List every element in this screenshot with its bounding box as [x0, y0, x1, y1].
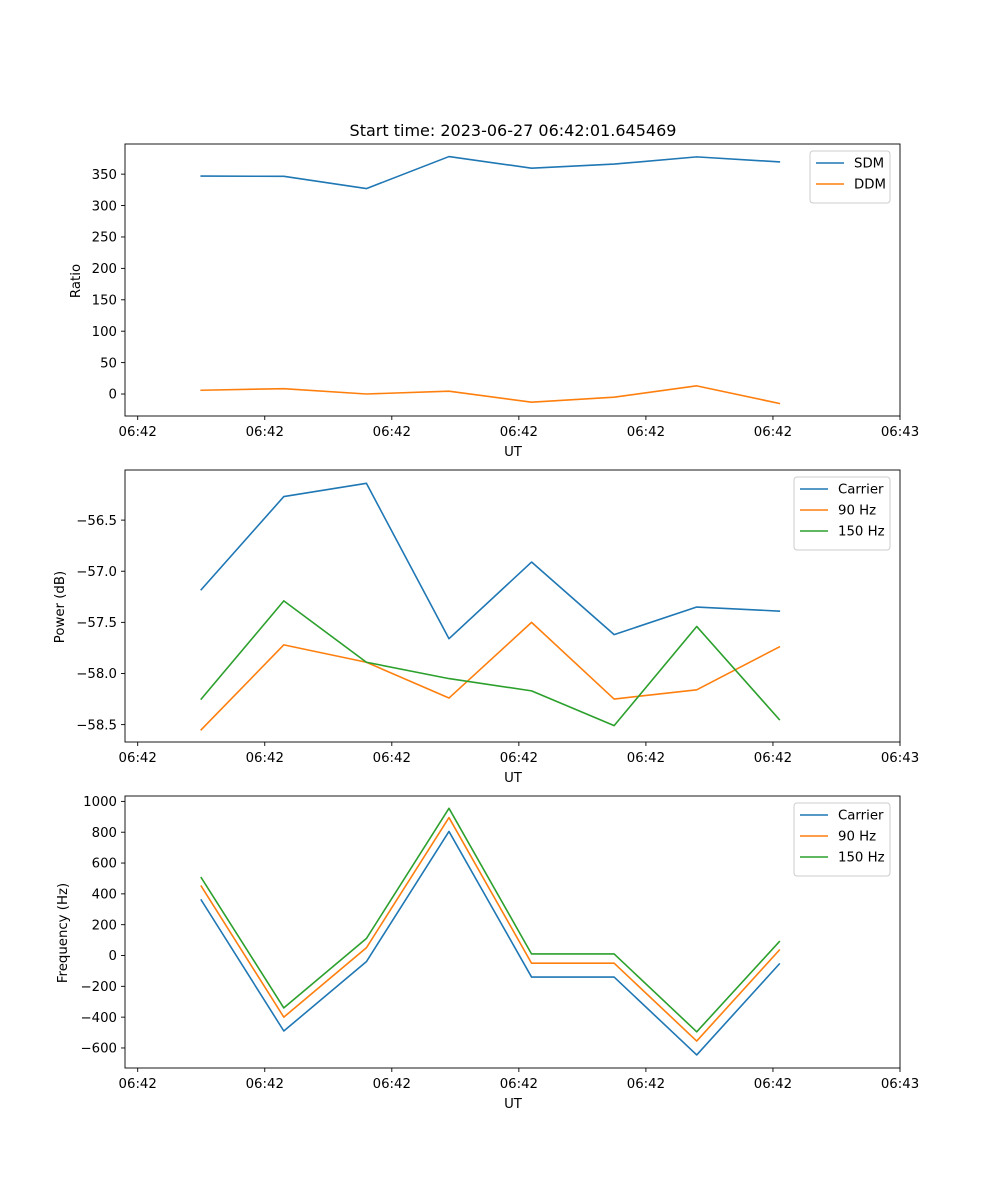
y-tick-label: −58.0 [76, 667, 117, 682]
x-tick-label: 06:42 [119, 751, 157, 766]
series-line-150-hz [200, 600, 781, 727]
legend-entry: DDM [854, 178, 886, 193]
y-tick-label: 200 [92, 262, 117, 277]
x-tick-label: 06:42 [246, 425, 284, 440]
series-line-90-hz [200, 621, 781, 731]
power-panel: 06:42 06:42 06:42 06:42 06:42 06:42 06:43 −58.5… [53, 469, 919, 786]
axes-frame [124, 795, 901, 1069]
x-tick-label: 06:42 [500, 425, 538, 440]
y-tick-label: −200 [80, 980, 117, 995]
y-axis-label: Frequency (Hz) [56, 883, 71, 983]
y-tick-label: 350 [92, 168, 117, 183]
axes-frame [124, 469, 901, 743]
y-tick-label: −57.0 [76, 565, 117, 580]
y-tick-label: 200 [92, 918, 117, 933]
x-tick-label: 06:43 [881, 425, 919, 440]
legend-entry: Carrier [838, 483, 884, 498]
x-tick-label: 06:43 [881, 1077, 919, 1092]
y-tick-label: 800 [92, 826, 117, 841]
frequency-panel: 06:42 06:42 06:42 06:42 06:42 06:42 06:43 −600 −… [56, 795, 919, 1112]
y-tick-label: 50 [100, 356, 117, 371]
legend-box [809, 150, 891, 204]
power-plot-area: 06:42 06:42 06:42 06:42 06:42 06:42 06:43 −58.5… [76, 469, 919, 766]
x-tick-label: 06:42 [500, 1077, 538, 1092]
y-tick-label: 600 [92, 857, 117, 872]
y-tick-label: 0 [109, 388, 117, 403]
series-line-ddm [200, 385, 781, 405]
x-tick-label: 06:42 [246, 751, 284, 766]
series-line-carrier [200, 830, 781, 1056]
x-axis-label: UT [504, 445, 523, 460]
legend-entry: 90 Hz [838, 830, 876, 845]
x-tick-label: 06:42 [627, 1077, 665, 1092]
y-tick-label: 400 [92, 888, 117, 903]
y-tick-label: 300 [92, 199, 117, 214]
legend-entry: 150 Hz [838, 525, 885, 540]
series-line-90-hz [200, 816, 781, 1042]
ratio-panel: Start time: 2023-06-27 06:42:01.645469 0… [69, 121, 919, 460]
x-tick-label: 06:42 [373, 751, 411, 766]
y-axis-label: Ratio [69, 264, 84, 298]
x-tick-label: 06:42 [754, 751, 792, 766]
x-tick-label: 06:42 [754, 1077, 792, 1092]
y-tick-label: −400 [80, 1011, 117, 1026]
y-tick-label: 1000 [83, 795, 117, 810]
y-tick-label: −58.5 [76, 718, 117, 733]
x-tick-label: 06:42 [500, 751, 538, 766]
y-tick-label: −600 [80, 1042, 117, 1057]
x-tick-label: 06:42 [119, 1077, 157, 1092]
legend-entry: 150 Hz [838, 851, 885, 866]
y-axis-label: Power (dB) [53, 571, 68, 643]
x-axis-label: UT [504, 771, 523, 786]
x-tick-label: 06:42 [119, 425, 157, 440]
legend: SDM DDM [809, 150, 891, 204]
x-tick-label: 06:43 [881, 751, 919, 766]
x-tick-label: 06:42 [627, 751, 665, 766]
legend-entry: 90 Hz [838, 504, 876, 519]
x-tick-label: 06:42 [246, 1077, 284, 1092]
y-tick-label: 150 [92, 293, 117, 308]
series-line-carrier [200, 482, 781, 640]
frequency-plot-area: 06:42 06:42 06:42 06:42 06:42 06:42 06:43 −600 −… [80, 795, 919, 1092]
legend-entry: SDM [854, 157, 884, 172]
axes-frame [124, 143, 901, 417]
chart-title: Start time: 2023-06-27 06:42:01.645469 [350, 121, 677, 140]
y-tick-label: 250 [92, 231, 117, 246]
ratio-plot-area: 06:42 06:42 06:42 06:42 06:42 06:42 06:43 0 50 10… [92, 143, 919, 440]
y-tick-label: −56.5 [76, 514, 117, 529]
x-axis-label: UT [504, 1097, 523, 1112]
y-tick-label: 100 [92, 325, 117, 340]
x-tick-label: 06:42 [627, 425, 665, 440]
y-tick-label: −57.5 [76, 616, 117, 631]
y-tick-label: 0 [109, 949, 117, 964]
x-tick-label: 06:42 [373, 1077, 411, 1092]
legend-entry: Carrier [838, 809, 884, 824]
legend: Carrier 90 Hz 150 Hz [793, 476, 891, 551]
x-tick-label: 06:42 [373, 425, 411, 440]
x-tick-label: 06:42 [754, 425, 792, 440]
series-line-sdm [200, 155, 781, 190]
series-line-150-hz [200, 807, 781, 1033]
legend: Carrier 90 Hz 150 Hz [793, 802, 891, 877]
